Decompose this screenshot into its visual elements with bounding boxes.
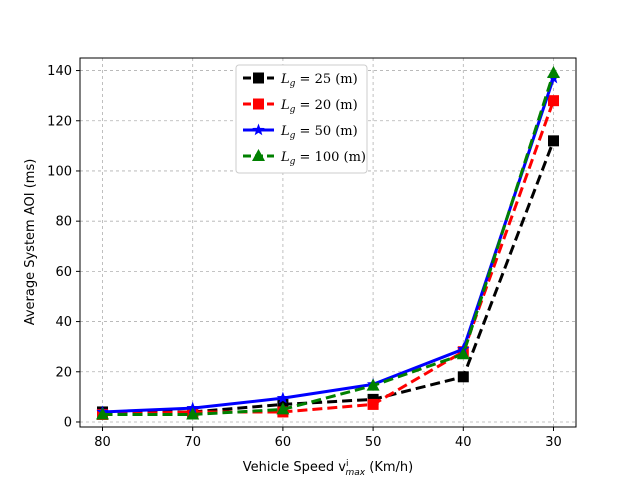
legend-label-rest: = 25 (m) (295, 72, 357, 87)
x-tick-label: 30 (545, 435, 562, 450)
legend-label-sub: g (290, 105, 296, 115)
data-point (366, 378, 380, 391)
y-tick-label: 20 (55, 365, 72, 380)
series-line (102, 140, 555, 414)
y-ticks: 0 20 40 60 80 100 120 140 (47, 64, 80, 430)
series-3 (96, 66, 560, 420)
legend-label-symbol: L (280, 72, 290, 87)
series-group (96, 66, 560, 420)
legend-label-sub: g (290, 131, 296, 141)
y-tick-label: 0 (64, 415, 72, 430)
y-axis-label: Average System AOI (ms) (23, 159, 38, 326)
data-point (186, 407, 200, 420)
x-tick-label: 60 (275, 435, 292, 450)
data-point (96, 407, 109, 420)
legend-box (235, 64, 368, 174)
data-point (548, 95, 559, 107)
legend-label-sub: g (290, 157, 296, 167)
data-point (456, 347, 470, 360)
y-tick-label: 140 (47, 64, 72, 79)
x-axis-label-sup: i (346, 459, 349, 469)
y-tick-label: 100 (47, 164, 72, 179)
plot-frame (79, 57, 577, 428)
data-point (548, 135, 559, 147)
y-tick-label: 60 (55, 265, 72, 280)
x-axis-label-main: Vehicle Speed v (243, 460, 347, 475)
legend-label-rest: = 50 (m) (295, 124, 357, 139)
x-tick-label: 80 (94, 435, 111, 450)
legend-marker (252, 123, 265, 136)
x-tick-label: 40 (455, 435, 472, 450)
x-axis-unit: (Km/h) (369, 460, 413, 475)
x-ticks: 80 70 60 50 40 30 (94, 427, 562, 450)
legend-marker (253, 98, 264, 110)
x-tick-label: 70 (184, 435, 201, 450)
y-tick-label: 120 (47, 114, 72, 129)
legend-label-symbol: L (280, 98, 290, 113)
legend: Lg = 25 (m)Lg = 20 (m)Lg = 50 (m)Lg = 10… (235, 64, 368, 174)
legend-label: Lg = 25 (m) (280, 72, 358, 89)
data-point (367, 398, 379, 410)
data-point (276, 402, 290, 415)
legend-label-rest: = 20 (m) (295, 98, 357, 113)
legend-label: Lg = 50 (m) (280, 124, 358, 141)
data-point (276, 391, 290, 404)
x-tick-label: 50 (365, 435, 382, 450)
legend-marker (252, 149, 265, 161)
legend-label-sub: g (290, 79, 296, 89)
series-line (102, 100, 555, 416)
legend-label: Lg = 20 (m) (280, 98, 358, 115)
legend-label-symbol: L (280, 150, 290, 165)
legend-label-symbol: L (280, 124, 290, 139)
y-tick-label: 80 (55, 215, 72, 230)
series-line (102, 72, 555, 416)
legend-label-rest: = 100 (m) (295, 150, 366, 165)
data-point (457, 371, 469, 383)
legend-marker (253, 72, 264, 84)
x-axis-label: Vehicle Speed vi max (Km/h) (243, 459, 413, 478)
y-tick-label: 40 (55, 315, 72, 330)
x-axis-label-sub: max (346, 468, 366, 478)
legend-label: Lg = 100 (m) (280, 150, 366, 167)
data-point (547, 66, 560, 79)
